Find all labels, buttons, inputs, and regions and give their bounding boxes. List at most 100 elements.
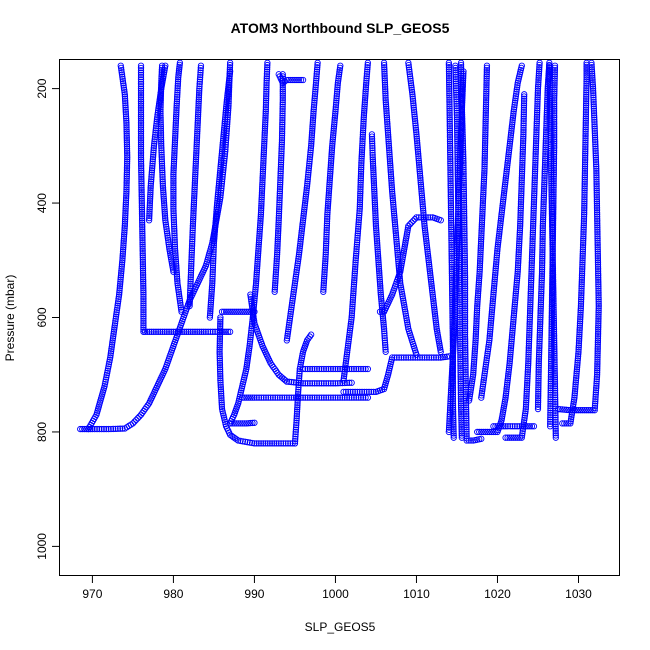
data-point	[404, 319, 411, 326]
data-point	[509, 323, 517, 330]
data-point	[171, 245, 179, 252]
data-point	[479, 385, 486, 392]
data-point	[570, 398, 577, 406]
data-point	[394, 245, 401, 252]
data-point	[541, 168, 548, 175]
data-point	[494, 243, 501, 250]
data-point	[311, 394, 318, 401]
data-point	[594, 259, 602, 266]
data-point	[395, 258, 402, 265]
data-point	[120, 233, 128, 240]
data-point	[488, 428, 495, 436]
data-point	[582, 150, 589, 157]
data-point	[447, 151, 454, 158]
data-point	[479, 212, 486, 220]
data-point	[170, 214, 177, 221]
data-point	[295, 381, 302, 389]
data-point	[455, 208, 462, 215]
series-18	[291, 331, 315, 447]
data-point	[217, 383, 224, 391]
data-point	[292, 424, 300, 431]
data-point	[452, 291, 459, 298]
data-point	[479, 204, 486, 211]
data-point	[321, 275, 328, 282]
data-point	[216, 172, 223, 179]
data-point	[118, 71, 126, 78]
data-point	[459, 81, 467, 88]
data-point	[461, 214, 468, 222]
data-point	[373, 235, 381, 242]
data-point	[488, 311, 495, 318]
data-point	[216, 364, 224, 371]
data-point	[140, 328, 147, 335]
data-point	[177, 299, 184, 307]
data-point	[197, 74, 204, 81]
data-point	[122, 106, 129, 113]
data-point	[448, 376, 455, 383]
data-point	[121, 95, 129, 102]
data-point	[321, 264, 329, 271]
data-point	[508, 338, 515, 345]
data-point	[171, 232, 178, 239]
data-point	[123, 117, 130, 124]
data-point	[548, 182, 555, 189]
data-point	[303, 184, 310, 192]
data-point	[334, 380, 341, 387]
data-point	[145, 217, 153, 224]
data-point	[547, 147, 554, 154]
data-point	[357, 192, 364, 199]
data-point	[381, 77, 388, 84]
data-point	[451, 317, 458, 324]
data-point	[535, 74, 542, 82]
data-point	[213, 211, 220, 218]
data-point	[506, 355, 514, 363]
data-point	[408, 88, 416, 96]
data-point	[346, 331, 353, 339]
data-point	[140, 324, 147, 331]
data-point	[496, 423, 503, 430]
data-point	[513, 279, 520, 286]
data-point	[448, 226, 455, 233]
data-point	[350, 292, 357, 299]
data-point	[482, 118, 489, 125]
data-point	[579, 261, 586, 268]
data-point	[170, 210, 177, 217]
data-point	[592, 138, 599, 146]
data-point	[579, 254, 586, 262]
data-point	[457, 60, 465, 67]
data-point	[534, 397, 542, 404]
data-point	[534, 100, 541, 108]
data-point	[576, 318, 584, 325]
data-point	[194, 117, 201, 124]
data-point	[123, 188, 130, 195]
data-point	[260, 149, 268, 156]
data-point	[510, 108, 517, 115]
data-point	[408, 86, 415, 93]
data-point	[509, 423, 516, 430]
data-point	[390, 203, 397, 211]
data-point	[276, 188, 284, 195]
data-point	[540, 209, 547, 217]
data-point	[590, 89, 597, 97]
data-point	[503, 164, 511, 171]
data-point	[137, 102, 145, 109]
data-point	[412, 120, 419, 127]
data-point	[381, 330, 388, 337]
data-point	[260, 153, 267, 160]
data-point	[256, 228, 263, 235]
data-point	[278, 132, 286, 139]
data-point	[461, 302, 469, 310]
data-point	[446, 417, 453, 425]
data-point	[189, 328, 197, 335]
data-point	[546, 86, 553, 93]
data-point	[471, 352, 478, 359]
data-point	[518, 181, 525, 188]
data-point	[369, 156, 376, 163]
data-point	[575, 342, 582, 349]
data-point	[550, 300, 557, 307]
data-point	[170, 216, 178, 224]
data-point	[263, 90, 270, 98]
data-point	[531, 168, 539, 175]
data-point	[445, 68, 453, 75]
data-point	[79, 425, 86, 433]
